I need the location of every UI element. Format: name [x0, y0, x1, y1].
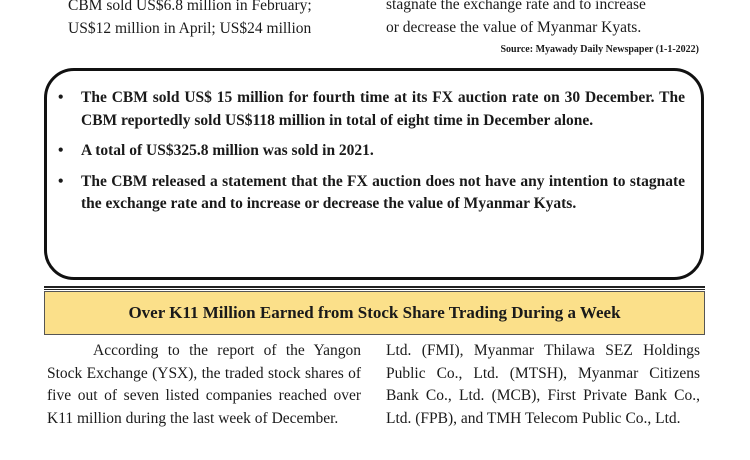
- highlight-item: • The CBM sold US$ 15 million for fourth…: [58, 87, 685, 132]
- highlights-list: • The CBM sold US$ 15 million for fourth…: [47, 71, 701, 216]
- bullet-icon: •: [58, 172, 64, 190]
- article-paragraph-left: According to the report of the Yangon St…: [47, 342, 392, 427]
- top-left-column-fragment: CBM sold US$6.8 million in February; US$…: [68, 0, 362, 40]
- headline-text: Over K11 Million Earned from Stock Share…: [128, 303, 621, 322]
- top-right-column-fragment: stagnate the exchange rate and to increa…: [386, 0, 700, 39]
- text-line: or decrease the value of Myanmar Kyats.: [386, 18, 642, 36]
- text-line: CBM sold US$6.8 million in February;: [68, 0, 312, 14]
- text-line: US$12 million in April; US$24 million: [68, 19, 312, 37]
- source-citation: Source: Myawady Daily Newspaper (1-1-202…: [500, 44, 699, 55]
- bullet-icon: •: [58, 89, 64, 106]
- text-line: stagnate the exchange rate and to increa…: [386, 0, 646, 13]
- highlight-text: A total of US$325.8 million was sold in …: [81, 142, 374, 159]
- section-divider: [44, 289, 705, 290]
- bullet-icon: •: [58, 142, 64, 159]
- highlight-text: The CBM released a statement that the FX…: [81, 172, 685, 213]
- highlights-box: • The CBM sold US$ 15 million for fourth…: [44, 68, 704, 280]
- highlight-item: • A total of US$325.8 million was sold i…: [58, 140, 685, 163]
- highlight-text: The CBM sold US$ 15 million for fourth t…: [81, 89, 685, 129]
- section-divider: [44, 286, 705, 288]
- article-paragraph-right: Ltd. (FMI), Myanmar Thilawa SEZ Holdings…: [386, 342, 700, 427]
- article-headline: Over K11 Million Earned from Stock Share…: [44, 291, 705, 335]
- highlight-item: • The CBM released a statement that the …: [58, 171, 685, 216]
